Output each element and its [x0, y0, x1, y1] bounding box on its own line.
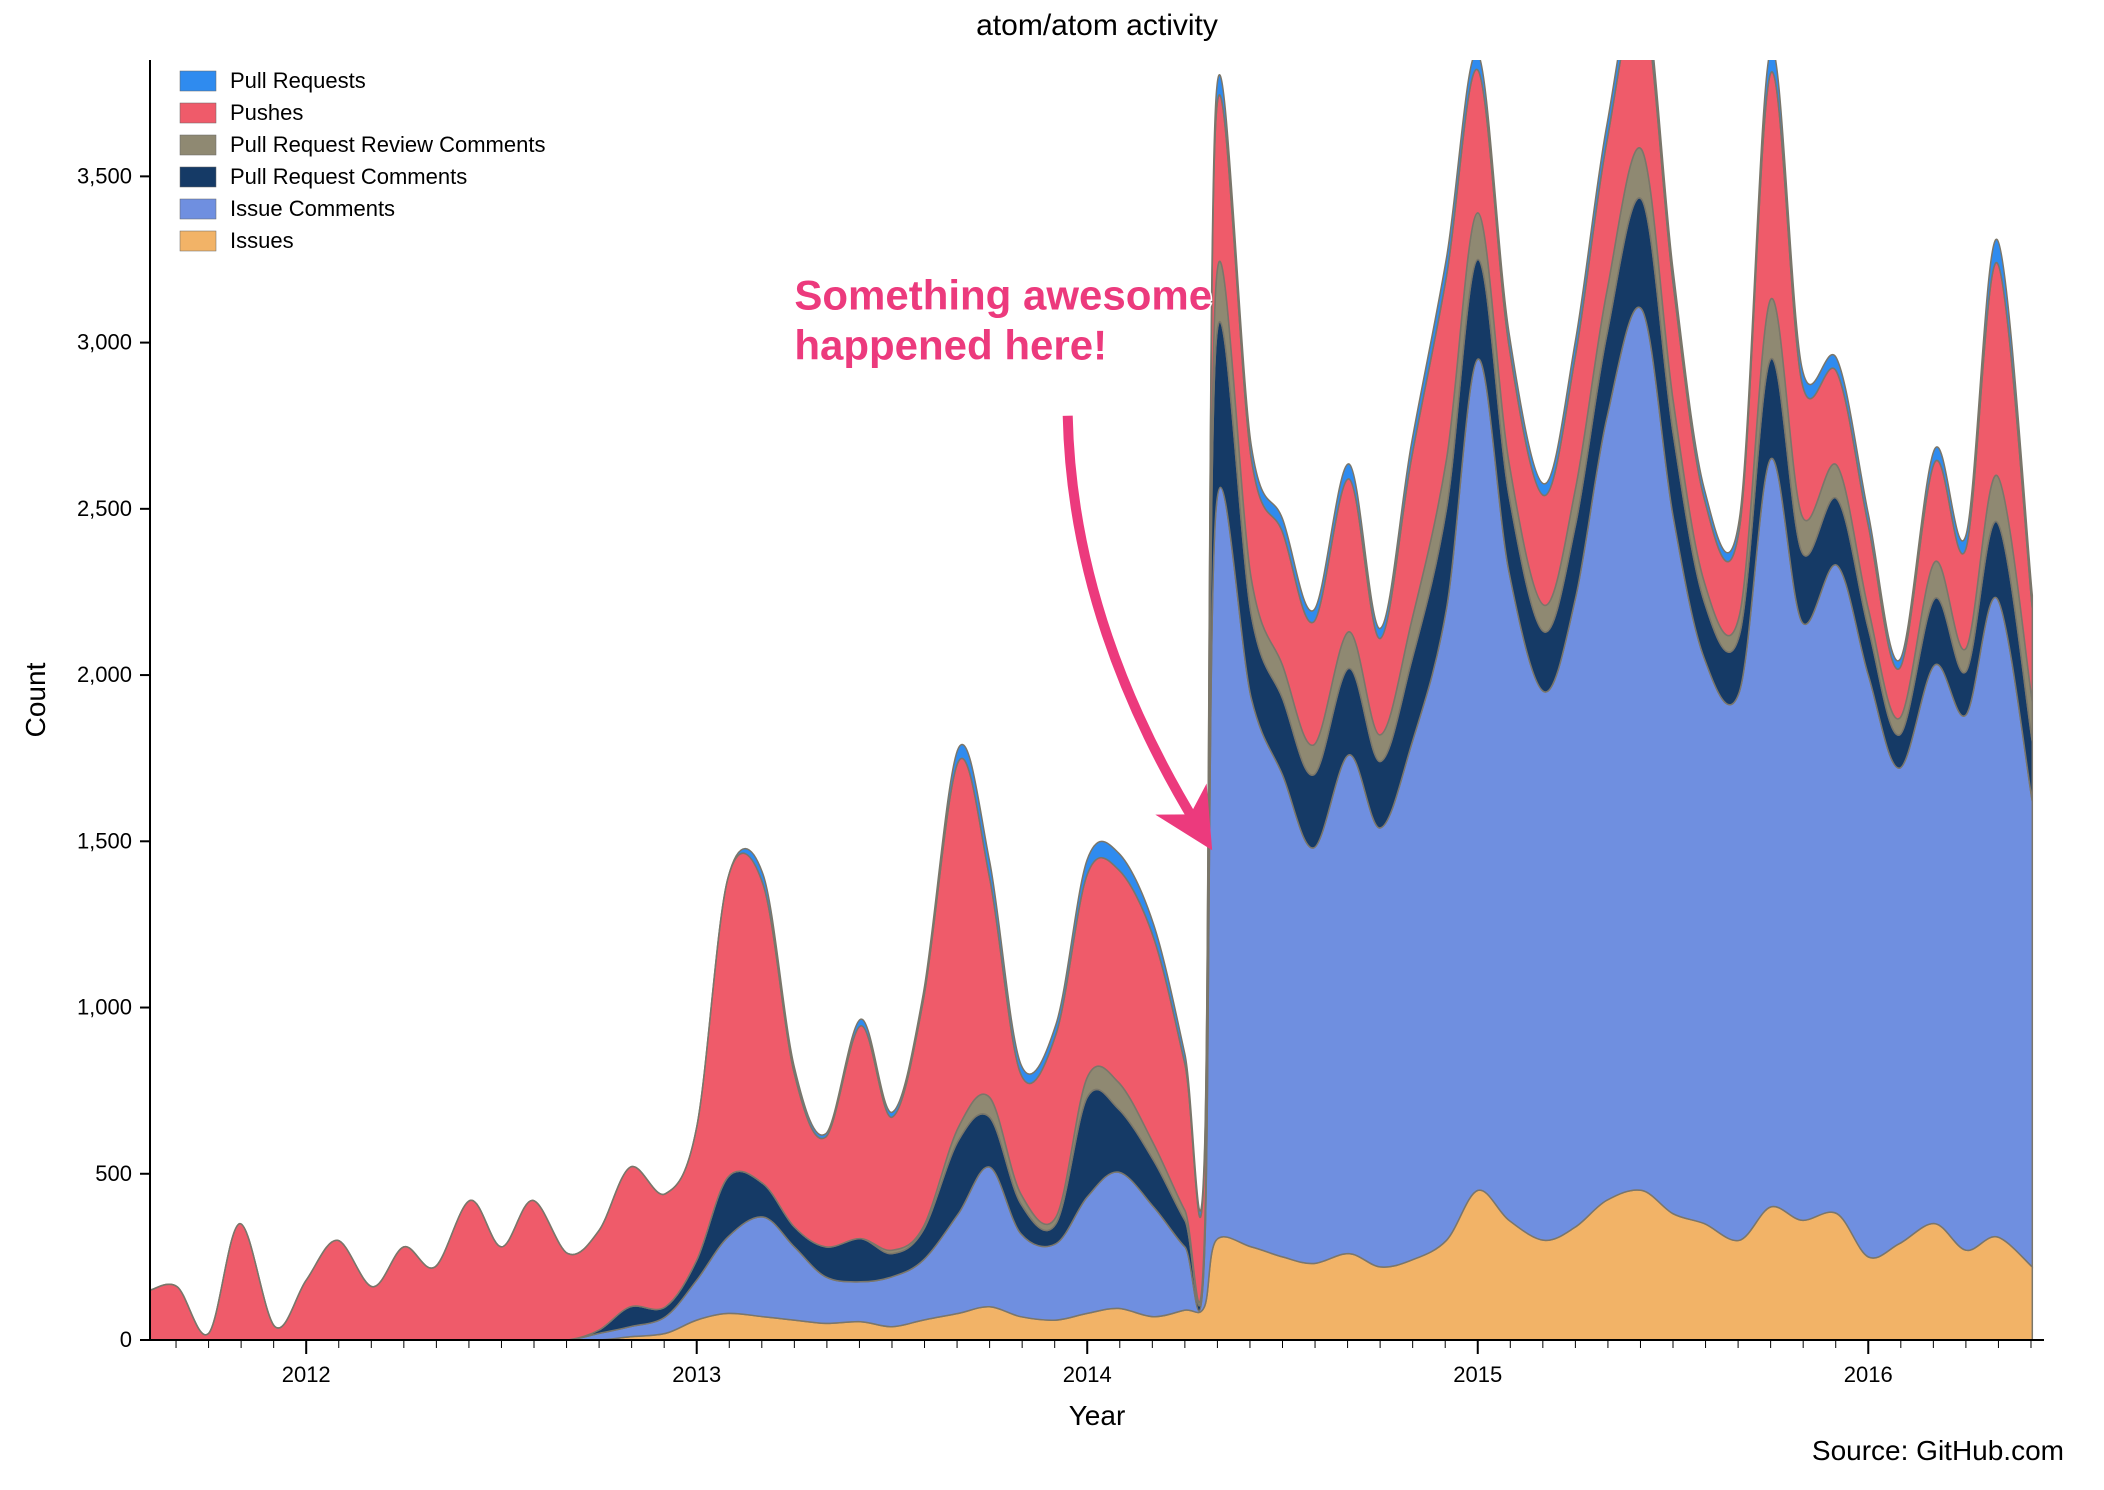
source-label: Source: GitHub.com: [1812, 1435, 2064, 1466]
legend-swatch: [180, 71, 216, 91]
y-tick-label: 1,500: [77, 828, 132, 853]
legend-swatch: [180, 135, 216, 155]
legend-label: Pushes: [230, 100, 303, 125]
x-tick-label: 2015: [1453, 1362, 1502, 1387]
y-tick-label: 3,000: [77, 330, 132, 355]
legend-swatch: [180, 199, 216, 219]
y-tick-label: 500: [95, 1161, 132, 1186]
y-tick-label: 2,500: [77, 496, 132, 521]
legend-label: Pull Request Review Comments: [230, 132, 545, 157]
x-tick-label: 2016: [1844, 1362, 1893, 1387]
x-tick-label: 2014: [1063, 1362, 1112, 1387]
activity-chart: atom/atom activity 0 500 1,000 1,500 2,000 2,5…: [0, 0, 2104, 1490]
legend-label: Pull Requests: [230, 68, 366, 93]
legend-label: Pull Request Comments: [230, 164, 467, 189]
y-axis-title: Count: [20, 662, 51, 737]
x-axis-title: Year: [1069, 1400, 1126, 1431]
legend-swatch: [180, 103, 216, 123]
legend-swatch: [180, 231, 216, 251]
legend-swatch: [180, 167, 216, 187]
legend-label: Issue Comments: [230, 196, 395, 221]
y-tick-label: 3,500: [77, 163, 132, 188]
y-tick-label: 1,000: [77, 995, 132, 1020]
annotation-text-line2: happened here!: [794, 321, 1107, 368]
x-tick-label: 2012: [282, 1362, 331, 1387]
legend-label: Issues: [230, 228, 294, 253]
x-tick-label: 2013: [672, 1362, 721, 1387]
chart-title: atom/atom activity: [976, 9, 1218, 42]
annotation-text-line1: Something awesome: [794, 271, 1212, 318]
y-tick-label: 2,000: [77, 662, 132, 687]
y-tick-label: 0: [120, 1327, 132, 1352]
